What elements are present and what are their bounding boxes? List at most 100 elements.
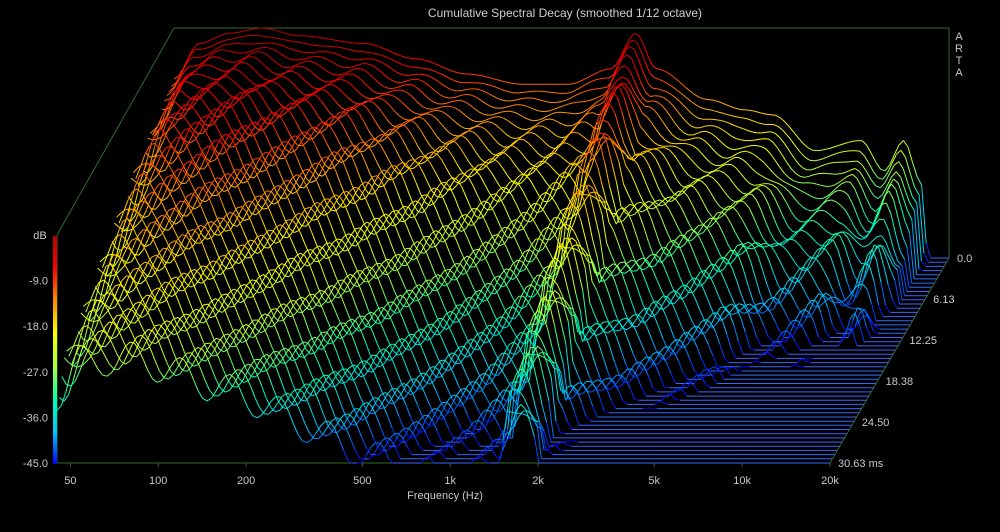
slice-segment	[617, 242, 624, 256]
slice-segment	[466, 168, 472, 173]
slice-segment	[602, 86, 607, 89]
slice-segment	[330, 194, 336, 199]
slice-segment	[525, 174, 531, 181]
slice-segment	[457, 259, 464, 268]
slice-segment	[753, 217, 759, 229]
slice-segment	[343, 111, 349, 116]
slice-segment	[282, 236, 288, 239]
slice-segment	[572, 174, 578, 197]
slice-segment	[540, 233, 546, 240]
slice-segment	[335, 206, 341, 212]
slice-segment	[237, 130, 244, 138]
slice-segment	[442, 66, 448, 70]
slice-segment	[792, 196, 799, 203]
slice-segment	[620, 50, 626, 61]
slice-segment	[793, 180, 799, 183]
slice-segment	[365, 181, 371, 185]
slice-segment	[238, 244, 244, 247]
slice-segment	[315, 36, 320, 39]
slice-segment	[170, 85, 177, 93]
slice-segment	[172, 117, 178, 121]
decay-slice	[128, 139, 903, 338]
slice-segment	[627, 193, 634, 204]
slice-segment	[305, 184, 312, 196]
slice-segment	[626, 326, 632, 331]
slice-segment	[633, 49, 640, 60]
slice-segment	[630, 143, 636, 156]
slice-segment	[416, 101, 423, 107]
slice-segment	[494, 107, 505, 109]
slice-segment	[306, 131, 312, 138]
slice-segment	[581, 170, 587, 174]
slice-segment	[241, 206, 247, 212]
slice-segment	[296, 62, 302, 66]
slice-segment	[177, 69, 184, 80]
slice-segment	[725, 367, 732, 376]
slice-segment	[680, 337, 686, 348]
slice-segment	[284, 224, 290, 235]
frame-right-diagonal	[829, 257, 950, 464]
slice-segment	[699, 281, 706, 287]
slice-segment	[767, 183, 773, 186]
slice-segment	[268, 56, 275, 61]
slice-segment	[611, 326, 618, 338]
slice-segment	[561, 168, 568, 179]
slice-segment	[612, 305, 618, 319]
slice-segment	[628, 152, 634, 162]
slice-segment	[866, 249, 873, 256]
slice-segment	[228, 173, 234, 178]
slice-segment	[165, 134, 171, 144]
slice-segment	[342, 41, 348, 43]
slice-segment	[282, 66, 293, 69]
slice-segment	[184, 66, 190, 71]
slice-segment	[864, 263, 870, 267]
slice-segment	[539, 161, 545, 167]
slice-segment	[148, 179, 154, 190]
slice-segment	[213, 217, 219, 224]
slice-segment	[849, 217, 855, 228]
slice-segment	[198, 149, 205, 158]
slice-segment	[848, 140, 854, 143]
slice-segment	[573, 231, 580, 242]
slice-segment	[505, 247, 512, 258]
slice-segment	[302, 214, 309, 223]
slice-segment	[485, 103, 491, 107]
slice-segment	[378, 94, 384, 98]
slice-segment	[218, 75, 224, 79]
slice-segment	[918, 268, 924, 272]
slice-segment	[752, 303, 758, 309]
slice-segment	[377, 163, 383, 173]
slice-segment	[493, 325, 499, 336]
slice-segment	[461, 304, 467, 311]
slice-segment	[480, 276, 486, 287]
slice-segment	[712, 369, 718, 376]
slice-segment	[637, 314, 643, 319]
slice-segment	[474, 225, 480, 237]
slice-segment	[683, 343, 689, 349]
slice-segment	[681, 231, 688, 239]
slice-segment	[314, 87, 320, 90]
slice-segment	[250, 220, 256, 232]
slice-segment	[145, 243, 151, 248]
slice-segment	[477, 306, 484, 318]
slice-segment	[528, 249, 534, 253]
slice-segment	[120, 209, 127, 214]
slice-segment	[218, 101, 224, 107]
slice-segment	[345, 273, 356, 278]
slice-segment	[904, 221, 910, 233]
slice-segment	[875, 259, 882, 283]
slice-segment	[368, 243, 375, 257]
slice-segment	[897, 217, 903, 237]
slice-segment	[711, 263, 717, 266]
slice-segment	[273, 220, 279, 231]
slice-segment	[694, 334, 700, 341]
slice-segment	[702, 268, 708, 277]
slice-segment	[683, 132, 689, 136]
slice-segment	[638, 213, 644, 227]
slice-segment	[370, 144, 376, 148]
slice-segment	[822, 195, 828, 199]
slice-segment	[434, 284, 440, 296]
slice-segment	[204, 88, 210, 92]
slice-segment	[559, 261, 565, 275]
slice-segment	[729, 306, 735, 314]
